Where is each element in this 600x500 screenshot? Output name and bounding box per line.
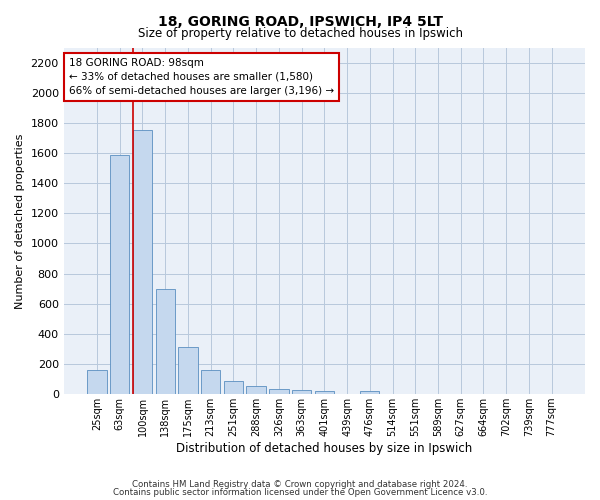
Bar (88, 370, 107, 394)
Y-axis label: Number of detached properties: Number of detached properties (15, 133, 25, 308)
Bar (360, 391, 379, 394)
Bar (269, 389, 289, 394)
Bar (133, 130, 152, 394)
Text: Contains public sector information licensed under the Open Government Licence v3: Contains public sector information licen… (113, 488, 487, 497)
Bar (247, 386, 266, 394)
Bar (201, 370, 220, 394)
Bar (178, 346, 197, 394)
Text: 18, GORING ROAD, IPSWICH, IP4 5LT: 18, GORING ROAD, IPSWICH, IP4 5LT (157, 15, 443, 29)
Bar (292, 390, 311, 394)
Text: Size of property relative to detached houses in Ipswich: Size of property relative to detached ho… (137, 28, 463, 40)
Bar (155, 288, 175, 394)
X-axis label: Distribution of detached houses by size in Ipswich: Distribution of detached houses by size … (176, 442, 472, 455)
Bar (224, 380, 243, 394)
Text: 18 GORING ROAD: 98sqm
← 33% of detached houses are smaller (1,580)
66% of semi-d: 18 GORING ROAD: 98sqm ← 33% of detached … (69, 58, 334, 96)
Bar (110, 154, 130, 394)
Bar (314, 391, 334, 394)
Text: Contains HM Land Registry data © Crown copyright and database right 2024.: Contains HM Land Registry data © Crown c… (132, 480, 468, 489)
